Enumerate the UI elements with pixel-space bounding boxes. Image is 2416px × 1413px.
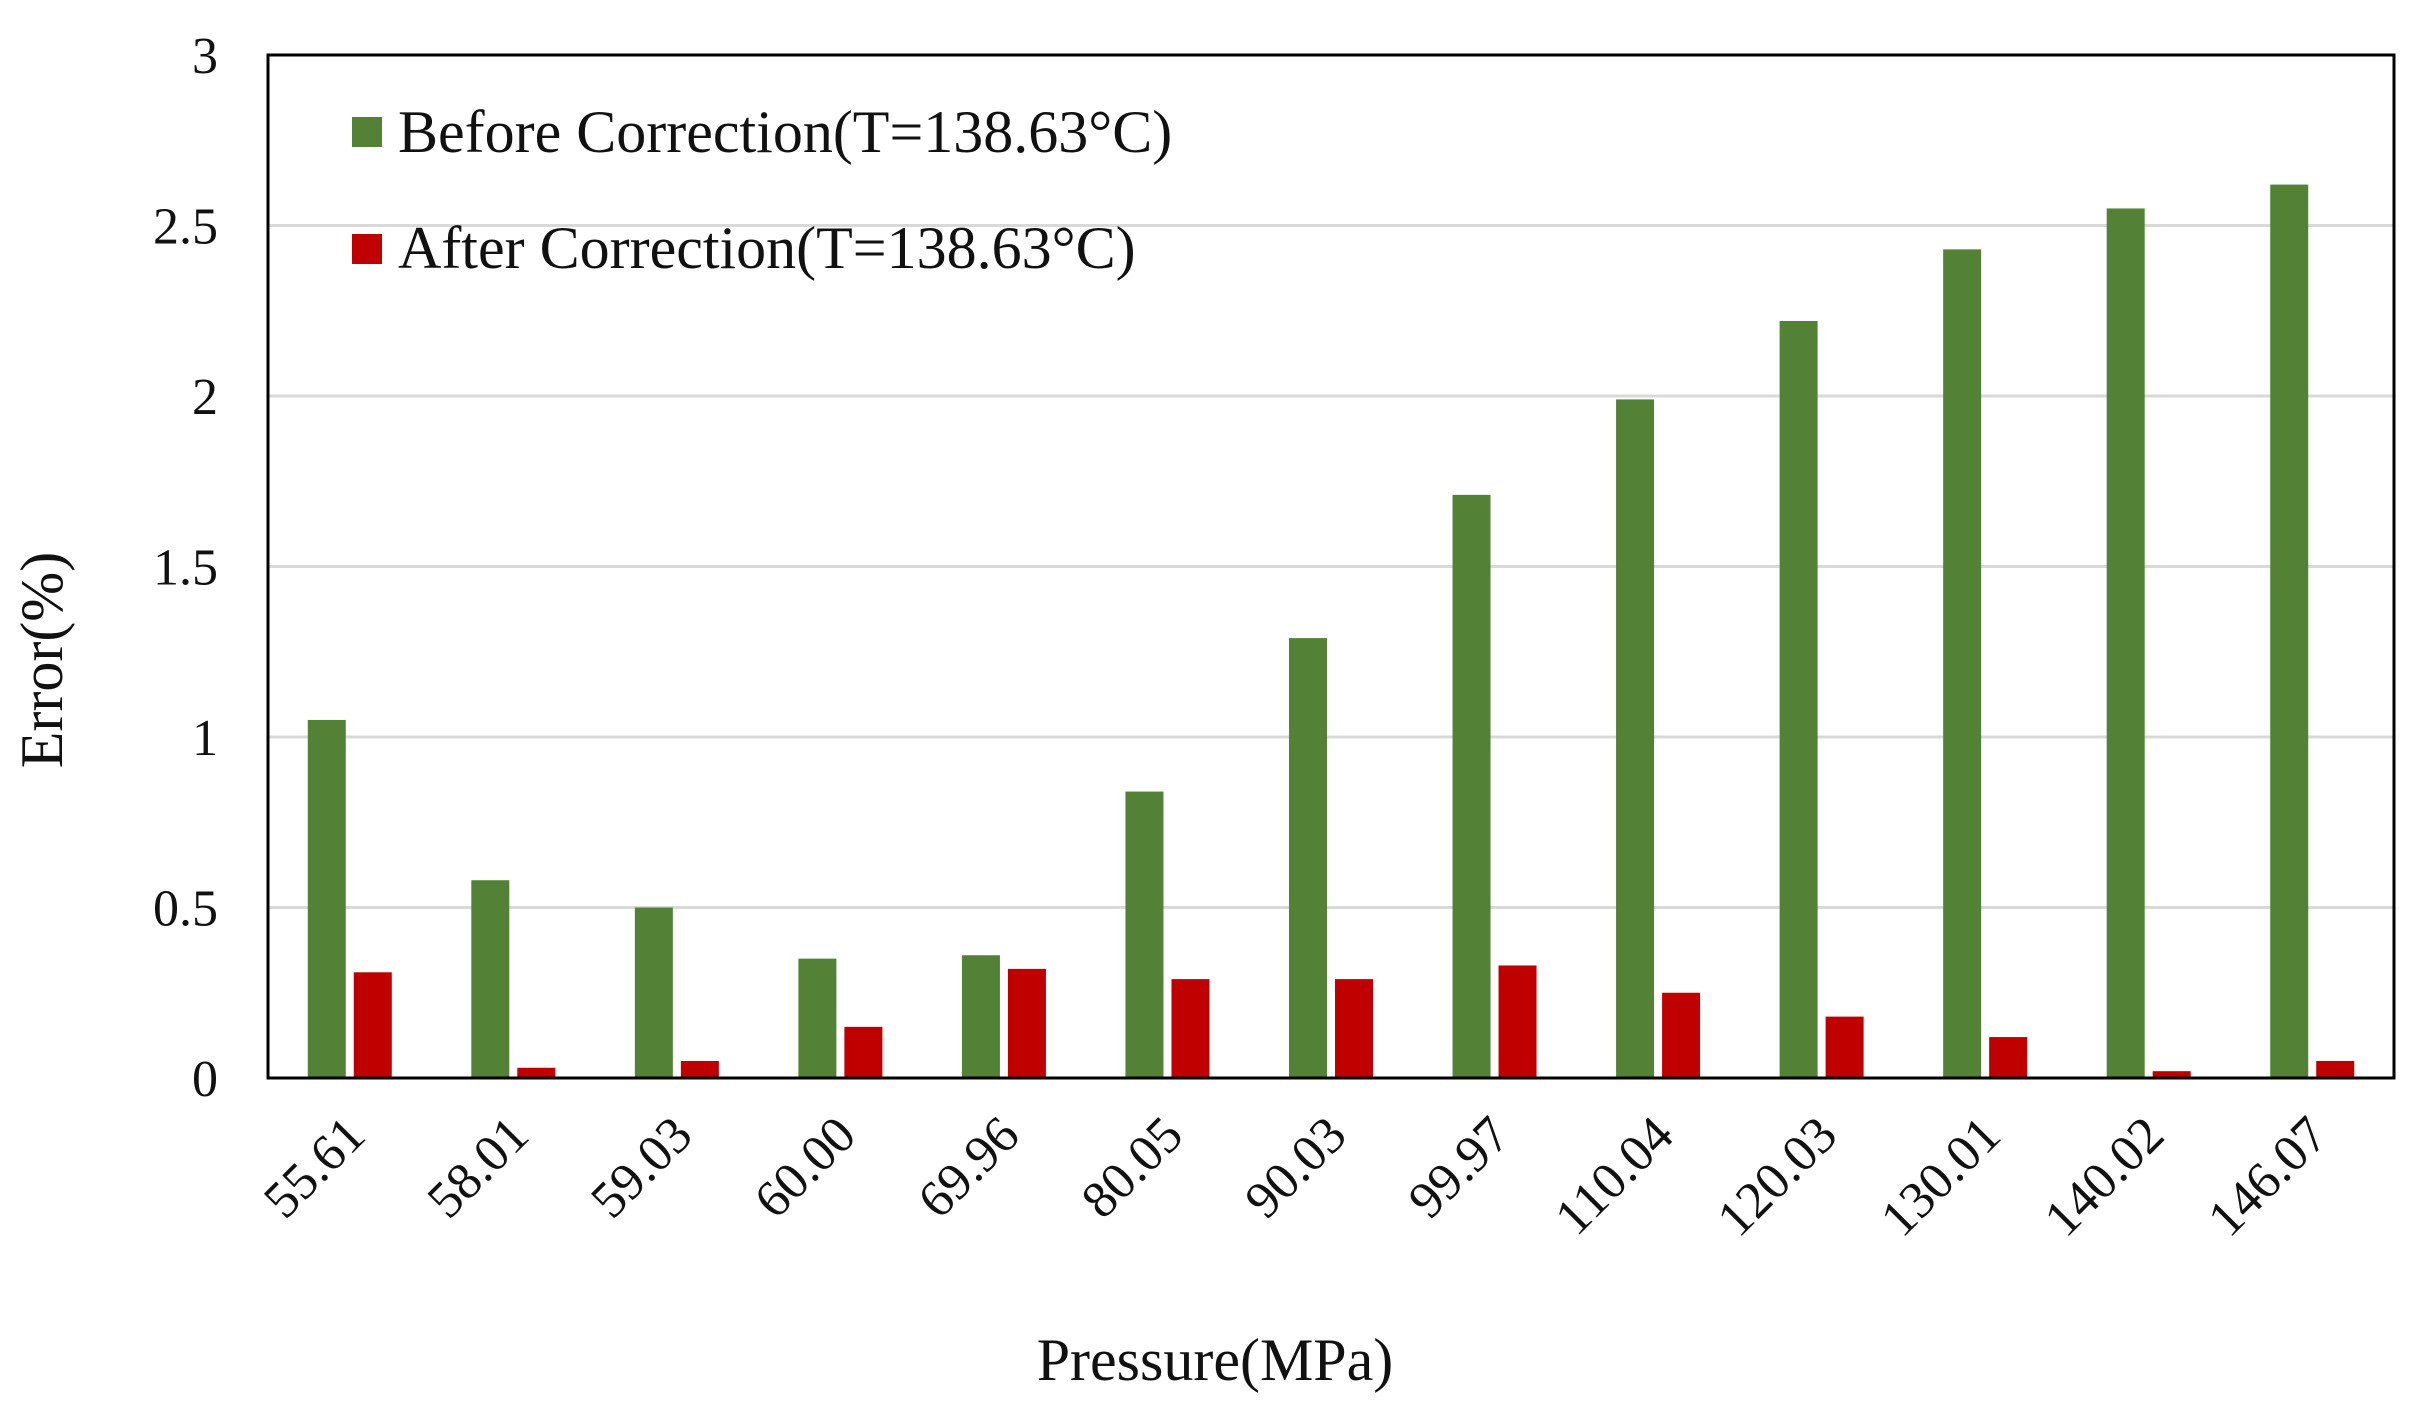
y-tick-label: 3 xyxy=(192,28,218,85)
bar-after-correction xyxy=(1335,979,1373,1078)
legend-swatch-before xyxy=(352,117,382,147)
y-tick-label: 1 xyxy=(192,710,218,767)
y-tick-label: 0.5 xyxy=(153,881,218,938)
bar-after-correction xyxy=(1825,1016,1864,1078)
y-axis-title: Error(%) xyxy=(9,552,75,769)
gridlines xyxy=(268,224,2394,909)
bar-after-correction xyxy=(1007,968,1046,1078)
bar-before-correction xyxy=(471,880,510,1078)
bar-before-correction xyxy=(1452,494,1491,1078)
bar-before-correction xyxy=(307,719,346,1078)
bar-before-correction xyxy=(634,907,673,1078)
bar-before-correction xyxy=(1943,249,1982,1078)
legend-label-after: After Correction(T=138.63°C) xyxy=(398,215,1136,281)
legend-label-before: Before Correction(T=138.63°C) xyxy=(398,99,1172,165)
bar-before-correction xyxy=(1289,638,1327,1078)
bar-after-correction xyxy=(680,1060,719,1078)
bar-after-correction xyxy=(1662,992,1701,1078)
bar-after-correction xyxy=(2152,1071,2191,1078)
y-tick-label: 1.5 xyxy=(153,540,218,597)
bars xyxy=(307,184,2355,1079)
plot-area-border xyxy=(266,53,2396,1080)
bar-after-correction xyxy=(1498,965,1537,1078)
bar-after-correction xyxy=(353,972,392,1078)
y-tick-label: 2.5 xyxy=(153,199,218,256)
bar-before-correction xyxy=(1779,320,1818,1079)
x-axis-title: Pressure(MPa) xyxy=(1037,1327,1394,1393)
bar-before-correction xyxy=(2106,208,2145,1078)
bar-before-correction xyxy=(2270,184,2309,1078)
bar-after-correction xyxy=(517,1067,556,1078)
bar-before-correction xyxy=(961,955,1000,1078)
bar-before-correction xyxy=(1125,791,1164,1078)
bar-after-correction xyxy=(1989,1037,2028,1078)
bar-after-correction xyxy=(844,1026,883,1078)
legend-swatch-after xyxy=(352,234,382,264)
y-tick-label: 0 xyxy=(192,1051,218,1108)
legend: Before Correction(T=138.63°C) After Corr… xyxy=(352,99,1172,281)
bar-before-correction xyxy=(1616,399,1655,1078)
y-tick-label: 2 xyxy=(192,369,218,426)
bar-after-correction xyxy=(2316,1060,2355,1078)
y-axis-ticks: 0 0.5 1 1.5 2 2.5 3 xyxy=(153,28,218,1108)
bar-after-correction xyxy=(1171,979,1210,1078)
bar-before-correction xyxy=(798,958,837,1078)
